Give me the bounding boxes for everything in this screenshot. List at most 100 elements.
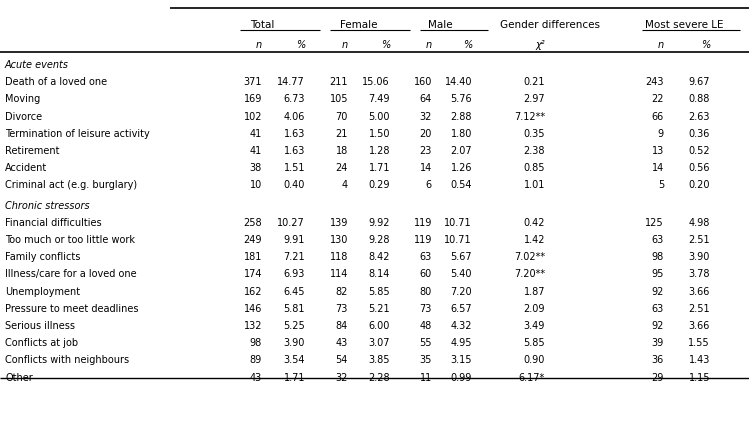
Text: 21: 21 (336, 129, 348, 139)
Text: 41: 41 (249, 129, 262, 139)
Text: 10: 10 (249, 180, 262, 190)
Text: 1.15: 1.15 (688, 373, 710, 382)
Text: 36: 36 (652, 355, 664, 365)
Text: 1.26: 1.26 (450, 163, 472, 173)
Text: 0.35: 0.35 (524, 129, 545, 139)
Text: 118: 118 (330, 252, 348, 262)
Text: 3.90: 3.90 (284, 338, 305, 348)
Text: Pressure to meet deadlines: Pressure to meet deadlines (5, 304, 139, 314)
Text: 2.07: 2.07 (450, 146, 472, 156)
Text: 43: 43 (249, 373, 262, 382)
Text: Gender differences: Gender differences (500, 20, 600, 30)
Text: %: % (463, 40, 472, 50)
Text: %: % (380, 40, 390, 50)
Text: 119: 119 (413, 218, 432, 228)
Text: Termination of leisure activity: Termination of leisure activity (5, 129, 150, 139)
Text: 0.90: 0.90 (524, 355, 545, 365)
Text: 4.32: 4.32 (450, 321, 472, 331)
Text: 1.51: 1.51 (284, 163, 305, 173)
Text: 14.77: 14.77 (277, 77, 305, 87)
Text: 105: 105 (330, 94, 348, 104)
Text: 125: 125 (646, 218, 664, 228)
Text: Retirement: Retirement (5, 146, 59, 156)
Text: 22: 22 (652, 94, 664, 104)
Text: 84: 84 (336, 321, 348, 331)
Text: 41: 41 (249, 146, 262, 156)
Text: 6.45: 6.45 (284, 287, 305, 297)
Text: Conflicts at job: Conflicts at job (5, 338, 78, 348)
Text: 7.20: 7.20 (450, 287, 472, 297)
Text: 3.78: 3.78 (688, 269, 710, 280)
Text: 5.85: 5.85 (369, 287, 390, 297)
Text: 73: 73 (419, 304, 432, 314)
Text: 4.95: 4.95 (450, 338, 472, 348)
Text: 54: 54 (336, 355, 348, 365)
Text: n: n (342, 40, 348, 50)
Text: 0.20: 0.20 (688, 180, 710, 190)
Text: 132: 132 (243, 321, 262, 331)
Text: 119: 119 (413, 235, 432, 245)
Text: 11: 11 (419, 373, 432, 382)
Text: Female: Female (340, 20, 377, 30)
Text: 29: 29 (652, 373, 664, 382)
Text: n: n (426, 40, 432, 50)
Text: 139: 139 (330, 218, 348, 228)
Text: 6.57: 6.57 (450, 304, 472, 314)
Text: Illness/care for a loved one: Illness/care for a loved one (5, 269, 136, 280)
Text: 4.06: 4.06 (284, 112, 305, 121)
Text: 211: 211 (330, 77, 348, 87)
Text: 6.73: 6.73 (284, 94, 305, 104)
Text: 92: 92 (652, 321, 664, 331)
Text: 181: 181 (243, 252, 262, 262)
Text: 6.17*: 6.17* (519, 373, 545, 382)
Text: 162: 162 (243, 287, 262, 297)
Text: 1.42: 1.42 (524, 235, 545, 245)
Text: 0.40: 0.40 (284, 180, 305, 190)
Text: Accident: Accident (5, 163, 47, 173)
Text: 249: 249 (243, 235, 262, 245)
Text: 4.98: 4.98 (688, 218, 710, 228)
Text: 5.21: 5.21 (369, 304, 390, 314)
Text: 73: 73 (336, 304, 348, 314)
Text: 60: 60 (419, 269, 432, 280)
Text: 23: 23 (419, 146, 432, 156)
Text: 0.29: 0.29 (369, 180, 390, 190)
Text: Conflicts with neighbours: Conflicts with neighbours (5, 355, 129, 365)
Text: 32: 32 (336, 373, 348, 382)
Text: 0.85: 0.85 (524, 163, 545, 173)
Text: 66: 66 (652, 112, 664, 121)
Text: 55: 55 (419, 338, 432, 348)
Text: 9.91: 9.91 (284, 235, 305, 245)
Text: 3.49: 3.49 (524, 321, 545, 331)
Text: 3.15: 3.15 (450, 355, 472, 365)
Text: 6.93: 6.93 (284, 269, 305, 280)
Text: 0.42: 0.42 (524, 218, 545, 228)
Text: 3.07: 3.07 (369, 338, 390, 348)
Text: 1.01: 1.01 (524, 180, 545, 190)
Text: 5.67: 5.67 (450, 252, 472, 262)
Text: 174: 174 (243, 269, 262, 280)
Text: 2.28: 2.28 (369, 373, 390, 382)
Text: 5.76: 5.76 (450, 94, 472, 104)
Text: 9.67: 9.67 (688, 77, 710, 87)
Text: 9.28: 9.28 (369, 235, 390, 245)
Text: 7.20**: 7.20** (514, 269, 545, 280)
Text: Acute events: Acute events (5, 60, 69, 70)
Text: 82: 82 (336, 287, 348, 297)
Text: 8.14: 8.14 (369, 269, 390, 280)
Text: 258: 258 (243, 218, 262, 228)
Text: Male: Male (428, 20, 452, 30)
Text: 7.02**: 7.02** (514, 252, 545, 262)
Text: 0.21: 0.21 (524, 77, 545, 87)
Text: 8.42: 8.42 (369, 252, 390, 262)
Text: 10.71: 10.71 (444, 235, 472, 245)
Text: 35: 35 (419, 355, 432, 365)
Text: 5.25: 5.25 (283, 321, 305, 331)
Text: 10.71: 10.71 (444, 218, 472, 228)
Text: Other: Other (5, 373, 33, 382)
Text: 2.51: 2.51 (688, 235, 710, 245)
Text: 1.87: 1.87 (524, 287, 545, 297)
Text: 0.99: 0.99 (451, 373, 472, 382)
Text: %: % (701, 40, 710, 50)
Text: 32: 32 (419, 112, 432, 121)
